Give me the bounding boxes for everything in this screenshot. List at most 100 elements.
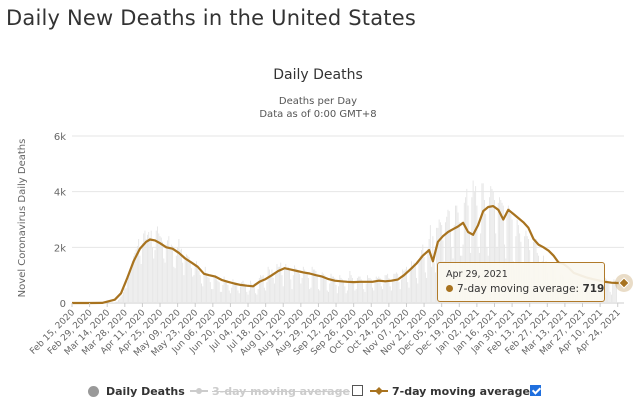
daily-death-bar[interactable] [290, 279, 292, 303]
daily-death-bar[interactable] [206, 273, 208, 303]
daily-death-bar[interactable] [261, 276, 263, 303]
legend-item-3day-average[interactable]: 3-day moving average [190, 381, 350, 401]
daily-death-bar[interactable] [217, 280, 219, 303]
daily-death-bar[interactable] [114, 302, 116, 303]
daily-death-bar[interactable] [174, 268, 176, 303]
daily-death-bar[interactable] [326, 290, 328, 303]
daily-death-bar[interactable] [258, 277, 260, 303]
daily-death-bar[interactable] [325, 279, 327, 303]
daily-death-bar[interactable] [390, 290, 392, 303]
daily-death-bar[interactable] [143, 233, 145, 303]
daily-death-bar[interactable] [141, 243, 143, 303]
daily-death-bar[interactable] [202, 286, 204, 303]
daily-death-bar[interactable] [177, 247, 179, 303]
daily-death-bar[interactable] [276, 264, 278, 303]
daily-death-bar[interactable] [286, 268, 288, 303]
daily-death-bar[interactable] [330, 273, 332, 303]
daily-death-bar[interactable] [607, 280, 609, 303]
daily-death-bar[interactable] [197, 266, 199, 303]
daily-death-bar[interactable] [500, 200, 502, 303]
daily-death-bar[interactable] [281, 275, 283, 303]
daily-death-bar[interactable] [414, 264, 416, 303]
daily-death-bar[interactable] [314, 269, 316, 303]
daily-death-bar[interactable] [121, 294, 123, 303]
checkbox-3day-average[interactable] [352, 385, 363, 396]
daily-death-bar[interactable] [613, 279, 615, 303]
daily-death-bar[interactable] [434, 272, 436, 303]
daily-death-bar[interactable] [615, 282, 617, 304]
daily-death-bar[interactable] [282, 286, 284, 303]
daily-death-bar[interactable] [123, 292, 125, 303]
daily-death-bar[interactable] [226, 282, 228, 304]
daily-death-bar[interactable] [285, 264, 287, 303]
daily-death-bar[interactable] [476, 205, 478, 303]
daily-death-bar[interactable] [119, 298, 121, 303]
daily-death-bar[interactable] [299, 273, 301, 303]
daily-death-bar[interactable] [204, 266, 206, 303]
daily-death-bar[interactable] [408, 287, 410, 303]
daily-death-bar[interactable] [301, 277, 303, 303]
daily-death-bar[interactable] [463, 202, 465, 303]
daily-death-bar[interactable] [165, 244, 167, 303]
hover-point-marker[interactable] [618, 277, 630, 289]
daily-death-bar[interactable] [234, 283, 236, 303]
daily-death-bar[interactable] [356, 277, 358, 303]
daily-death-bar[interactable] [189, 261, 191, 303]
daily-death-bar[interactable] [355, 289, 357, 303]
daily-death-bar[interactable] [333, 276, 335, 303]
daily-death-bar[interactable] [211, 289, 213, 303]
daily-death-bar[interactable] [419, 255, 421, 303]
daily-death-bar[interactable] [368, 277, 370, 303]
daily-death-bar[interactable] [144, 230, 146, 303]
daily-death-bar[interactable] [255, 293, 257, 303]
daily-death-bar[interactable] [455, 205, 456, 303]
daily-death-bar[interactable] [257, 289, 259, 303]
daily-death-bar[interactable] [213, 276, 215, 303]
daily-death-bar[interactable] [426, 277, 428, 303]
daily-death-bar[interactable] [170, 244, 172, 303]
daily-death-bar[interactable] [319, 290, 321, 303]
daily-death-bar[interactable] [467, 205, 469, 303]
daily-death-bar[interactable] [187, 255, 189, 303]
daily-death-bar[interactable] [180, 248, 182, 303]
daily-death-bar[interactable] [412, 265, 414, 303]
daily-death-bar[interactable] [343, 280, 345, 303]
daily-death-bar[interactable] [266, 282, 268, 304]
daily-death-bar[interactable] [349, 270, 351, 303]
daily-death-bar[interactable] [135, 249, 137, 303]
daily-death-bar[interactable] [241, 282, 243, 304]
daily-death-bar[interactable] [393, 273, 395, 303]
daily-death-bar[interactable] [499, 197, 500, 303]
daily-death-bar[interactable] [291, 289, 293, 303]
daily-death-bar[interactable] [370, 279, 372, 303]
daily-death-bar[interactable] [610, 294, 612, 303]
daily-death-bar[interactable] [252, 286, 254, 303]
daily-death-bar[interactable] [277, 266, 279, 303]
daily-death-bar[interactable] [465, 197, 467, 303]
daily-death-bar[interactable] [360, 279, 362, 303]
daily-death-bar[interactable] [466, 188, 468, 303]
daily-death-bar[interactable] [275, 272, 277, 303]
daily-death-bar[interactable] [379, 277, 381, 303]
daily-death-bar[interactable] [385, 275, 387, 303]
daily-death-bar[interactable] [219, 291, 221, 303]
daily-death-bar[interactable] [483, 200, 485, 303]
daily-death-bar[interactable] [488, 197, 490, 303]
daily-death-bar[interactable] [212, 289, 214, 303]
daily-death-bar[interactable] [208, 277, 210, 303]
daily-death-bar[interactable] [126, 281, 128, 303]
daily-death-bar[interactable] [321, 272, 323, 303]
daily-death-bar[interactable] [250, 280, 252, 303]
checkbox-7day-average[interactable] [530, 385, 541, 396]
daily-death-bar[interactable] [389, 286, 391, 303]
daily-death-bar[interactable] [146, 234, 148, 303]
daily-death-bar[interactable] [456, 205, 458, 303]
daily-death-bar[interactable] [609, 291, 611, 303]
daily-death-bar[interactable] [328, 291, 329, 303]
daily-death-bar[interactable] [209, 282, 211, 304]
daily-death-bar[interactable] [168, 236, 170, 303]
daily-death-bar[interactable] [148, 232, 150, 303]
daily-death-bar[interactable] [447, 209, 449, 303]
daily-death-bar[interactable] [604, 277, 606, 303]
daily-death-bar[interactable] [223, 276, 225, 303]
